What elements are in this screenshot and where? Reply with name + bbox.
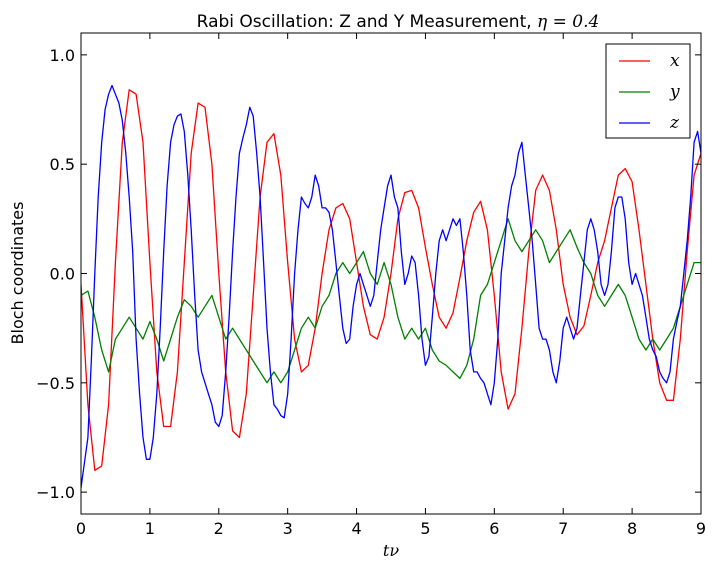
legend-label-y: y	[669, 82, 680, 102]
x-axis-label: tν	[383, 541, 399, 560]
y-axis-label: Bloch coordinates	[8, 202, 27, 345]
x-tick-label: 4	[351, 519, 361, 538]
chart-title-math: η = 0.4	[537, 12, 599, 32]
x-tick-label: 0	[76, 519, 86, 538]
y-tick-label: 0.5	[50, 155, 75, 174]
y-tick-label: −1.0	[36, 483, 75, 502]
legend-label-z: z	[669, 113, 680, 133]
legend-box	[605, 43, 691, 139]
x-tick-label: 3	[283, 519, 293, 538]
y-axis-ticks: −1.0 −0.5 0.0 0.5 1.0	[36, 46, 701, 502]
legend: xyz	[605, 43, 691, 139]
y-tick-label: 0.0	[50, 265, 75, 284]
x-tick-label: 6	[489, 519, 499, 538]
x-tick-label: 8	[627, 519, 637, 538]
x-tick-label: 5	[420, 519, 430, 538]
series-layer	[81, 84, 701, 488]
x-axis-ticks: 0 1 2 3 4 5 6 7 8 9	[76, 33, 706, 538]
legend-items: xyz	[619, 51, 680, 133]
series-line-z	[81, 84, 701, 488]
x-tick-label: 1	[145, 519, 155, 538]
chart-title: Rabi Oscillation: Z and Y Measurement, η…	[197, 12, 600, 32]
series-line-y	[81, 218, 701, 384]
x-tick-label: 7	[558, 519, 568, 538]
series-line-x	[81, 89, 701, 471]
x-tick-label: 9	[696, 519, 706, 538]
x-tick-label: 2	[214, 519, 224, 538]
y-tick-label: −0.5	[36, 374, 75, 393]
y-tick-label: 1.0	[50, 46, 75, 65]
chart-title-prefix: Rabi Oscillation: Z and Y Measurement,	[197, 12, 537, 32]
legend-label-x: x	[670, 51, 680, 71]
